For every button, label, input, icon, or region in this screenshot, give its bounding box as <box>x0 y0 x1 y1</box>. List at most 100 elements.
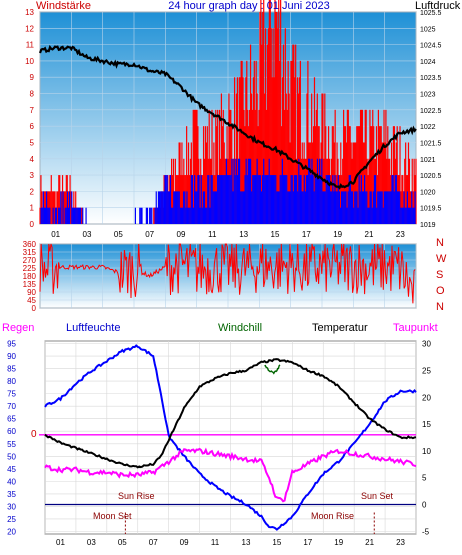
legend-temperatur: Temperatur <box>312 322 368 334</box>
series-marks <box>39 243 416 304</box>
left-tick: 225 <box>23 264 37 273</box>
right-tick: 0 <box>422 501 427 510</box>
right-tick: 20 <box>422 393 431 402</box>
compass-label: W <box>436 253 447 265</box>
legend-luftfeuchte: Luftfeuchte <box>66 322 120 334</box>
right-tick: 1021 <box>420 157 436 164</box>
right-tick: 1023 <box>420 92 436 99</box>
left-tick: 12 <box>25 24 34 33</box>
right-tick: 1025 <box>420 26 436 33</box>
right-tick: 30 <box>422 340 431 349</box>
chart-title: 24 hour graph day : 01 Juni 2023 <box>168 0 329 12</box>
x-tick: 21 <box>365 230 374 239</box>
compass-label: N <box>436 237 444 249</box>
left-tick: 90 <box>27 288 36 297</box>
left-tick: 5 <box>30 138 35 147</box>
right-axis-label: Luftdruck <box>415 0 461 12</box>
x-tick: 07 <box>149 538 158 547</box>
sun-rise-label: Sun Rise <box>118 491 155 501</box>
right-tick: 1019 <box>420 222 436 229</box>
legend-regen: Regen <box>2 322 34 334</box>
x-tick: 23 <box>396 230 405 239</box>
x-tick: 15 <box>271 230 280 239</box>
x-tick: 07 <box>145 230 154 239</box>
left-tick: 80 <box>7 377 16 386</box>
left-tick: 70 <box>7 402 16 411</box>
left-tick: 65 <box>7 415 16 424</box>
left-tick: 20 <box>7 527 16 536</box>
x-tick: 11 <box>208 230 217 239</box>
left-tick: 315 <box>23 248 37 257</box>
left-tick: 13 <box>25 8 34 17</box>
left-tick: 9 <box>30 73 35 82</box>
moon-rise-label: Moon Rise <box>311 511 354 521</box>
humidity-temperature-chart: Regen Luftfeuchte Windchill Temperatur T… <box>2 322 438 547</box>
x-tick: 17 <box>303 538 312 547</box>
left-tick: 45 <box>27 296 36 305</box>
left-tick: 270 <box>23 256 37 265</box>
left-tick-labels: 20 25 30 35 40 45 50 55 60 65 70 75 80 85 90 95 <box>7 340 16 537</box>
left-tick: 25 <box>7 515 16 524</box>
x-tick: 03 <box>87 538 96 547</box>
legend-windchill: Windchill <box>218 322 262 334</box>
series-marks <box>38 0 417 224</box>
right-tick: -5 <box>422 527 430 536</box>
zero-line-label: 0 <box>31 429 37 440</box>
right-tick: 1023.5 <box>420 75 442 82</box>
x-tick: 05 <box>114 230 123 239</box>
right-tick-labels: -5 0 5 10 15 20 25 30 <box>422 340 431 537</box>
x-tick: 13 <box>242 538 251 547</box>
left-axis-label: Windstärke <box>36 0 91 12</box>
grid <box>44 341 417 534</box>
right-tick: 15 <box>422 420 431 429</box>
left-tick: 90 <box>7 352 16 361</box>
right-tick: 10 <box>422 447 431 456</box>
left-tick: 60 <box>7 427 16 436</box>
right-tick: 1020.5 <box>420 173 442 180</box>
right-tick: 1025.5 <box>420 10 442 17</box>
left-tick: 3 <box>30 171 35 180</box>
right-tick: 1024.5 <box>420 43 442 50</box>
x-tick: 15 <box>272 538 281 547</box>
left-tick: 180 <box>23 272 37 281</box>
x-tick: 09 <box>180 538 189 547</box>
left-tick: 11 <box>26 41 35 50</box>
left-tick: 1 <box>30 204 35 213</box>
x-tick-labels: 01 03 05 07 09 11 13 15 17 19 21 23 <box>56 538 406 547</box>
right-tick: 1022.5 <box>420 108 442 115</box>
x-tick: 05 <box>118 538 127 547</box>
compass-label: N <box>436 301 444 313</box>
series-line-windchill <box>264 364 281 375</box>
wind-direction-line <box>39 243 416 304</box>
left-tick: 6 <box>30 122 35 131</box>
left-tick: 135 <box>23 280 37 289</box>
series-line-taupunkt <box>44 447 417 503</box>
wind-series <box>40 158 416 224</box>
left-tick: 4 <box>30 155 35 164</box>
x-tick: 01 <box>51 230 60 239</box>
x-tick: 23 <box>396 538 405 547</box>
left-tick: 30 <box>7 502 16 511</box>
series-line-luftfeuchte <box>44 344 417 531</box>
x-tick-labels: 01 03 05 07 09 11 13 15 17 19 21 23 <box>51 230 405 239</box>
right-tick: 25 <box>422 366 431 375</box>
left-tick: 95 <box>7 340 16 349</box>
x-tick: 19 <box>333 230 342 239</box>
right-tick: 1021.5 <box>420 140 442 147</box>
right-tick: 1024 <box>420 59 436 66</box>
series-line-temperatur <box>44 358 417 469</box>
right-tick: 1019.5 <box>420 206 442 213</box>
legend-taupunkt: Taupunkt <box>393 322 438 334</box>
moon-set-label: Moon Set <box>93 511 132 521</box>
left-tick: 85 <box>7 365 16 374</box>
wind-pressure-chart: Windstärke 24 hour graph day : 01 Juni 2… <box>25 0 461 239</box>
left-tick: 75 <box>7 390 16 399</box>
left-tick: 8 <box>30 90 35 99</box>
left-tick: 45 <box>7 465 16 474</box>
left-tick: 50 <box>7 452 16 461</box>
x-tick: 11 <box>211 538 220 547</box>
